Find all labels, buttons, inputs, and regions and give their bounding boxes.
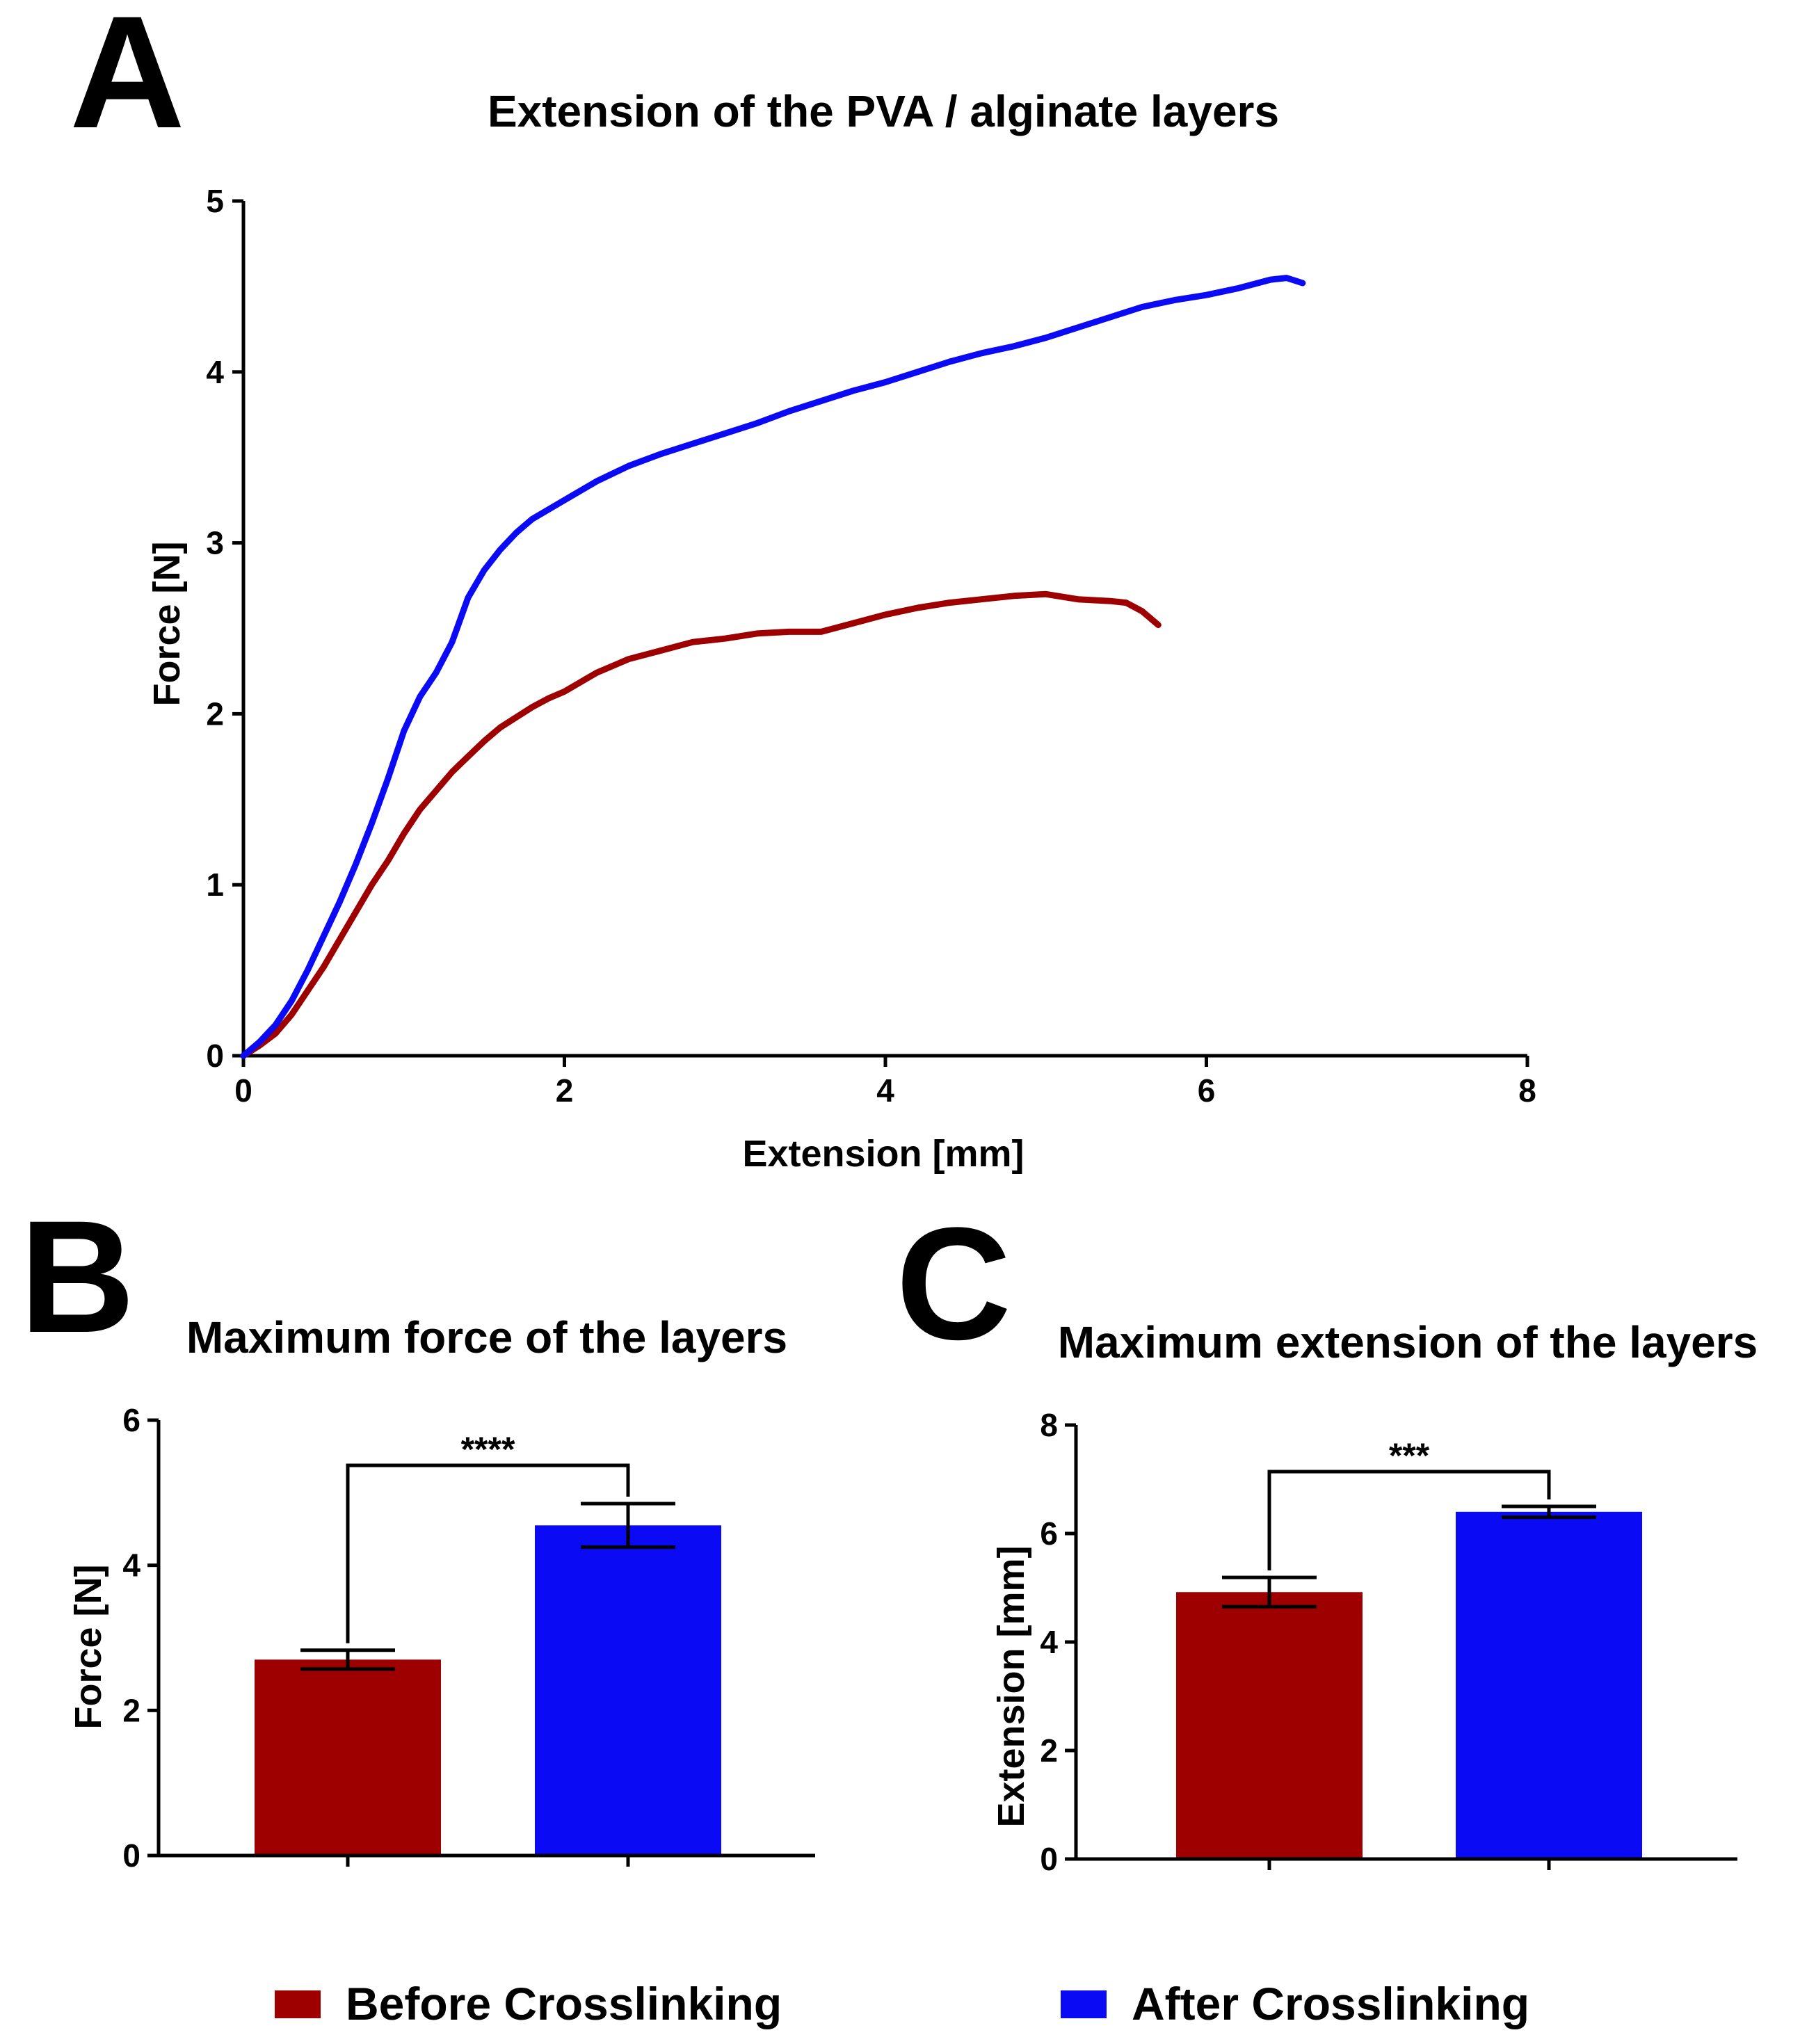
chart-b-bars: **** [255,1430,721,1856]
chart-c-significance-label: *** [1389,1436,1430,1475]
legend-swatch-before [275,1990,321,2018]
chart-c-title: Maximum extension of the layers [1058,1317,1758,1367]
chart-a-x-tick-label: 4 [876,1072,894,1109]
panel-letter-b: B [19,1187,135,1366]
chart-b-y-tick-label: 6 [122,1402,140,1438]
chart-a-y-tick-label: 1 [206,867,224,903]
chart-a-y-tick-label: 2 [206,695,224,732]
chart-a-lines [240,275,1306,1059]
panel-c: C Maximum extension of the layers *** 0 2… [896,1194,1758,1877]
chart-a-series-before [240,590,1162,1059]
chart-c-axes: 0 2 4 6 8 [1040,1407,1737,1877]
panel-b: B Maximum force of the layers **** 0246 … [19,1187,815,1874]
chart-a-x-tick-label: 8 [1518,1072,1536,1109]
chart-c-y-tick-label: 6 [1040,1515,1058,1552]
chart-a-y-tick-label: 5 [206,183,224,219]
chart-a-series-after [240,275,1306,1059]
legend-swatch-after [1061,1990,1107,2018]
chart-a-y-tick-label: 4 [206,354,224,390]
chart-c-ylabel: Extension [mm] [990,1545,1032,1827]
chart-a-title: Extension of the PVA / alginate layers [488,86,1279,136]
legend: Before Crosslinking After Crosslinking [275,1978,1529,2029]
chart-b-axes: 0 2 4 6 [122,1402,815,1874]
panel-a: A Extension of the PVA / alginate layers… [70,0,1536,1175]
legend-label-after: After Crosslinking [1132,1978,1529,2029]
chart-c-bar-after [1456,1511,1642,1859]
chart-c-y-tick-label: 0 [1040,1841,1058,1877]
chart-c-y-tick-label: 4 [1040,1624,1058,1660]
legend-label-before: Before Crosslinking [346,1978,782,2029]
chart-c-y-tick-label: 8 [1040,1407,1058,1443]
chart-c-significance-bracket [1267,1470,1551,1571]
panel-letter-a: A [70,0,185,161]
chart-a-y-tick-label: 3 [206,525,224,561]
chart-c-bar-before [1176,1592,1363,1859]
chart-a-ylabel: Force [N] [146,541,188,706]
chart-b-significance-label: **** [461,1430,515,1469]
chart-a-x-tick-label: 6 [1198,1072,1216,1109]
chart-b-y-tick-label: 4 [122,1547,140,1584]
chart-a-y-tick-label: 0 [206,1038,224,1074]
chart-b-ylabel: Force [N] [67,1564,109,1729]
panel-letter-c: C [896,1194,1011,1373]
chart-b-bar-after [535,1525,721,1856]
chart-a-axes: 0 2 4 6 8 0 1 2 3 4 5 [206,183,1536,1109]
chart-b-significance-bracket [346,1463,630,1643]
chart-b-y-tick-label: 2 [122,1692,140,1728]
chart-b-y-tick-label: 0 [122,1837,140,1874]
chart-b-bar-before [255,1659,441,1856]
chart-a-x-tick-label: 0 [234,1072,252,1109]
chart-a-xlabel: Extension [mm] [742,1133,1024,1175]
chart-b-title: Maximum force of the layers [186,1312,787,1362]
chart-a-x-tick-label: 2 [556,1072,574,1109]
chart-c-bars: *** [1176,1436,1642,1859]
chart-c-y-tick-label: 2 [1040,1732,1058,1769]
